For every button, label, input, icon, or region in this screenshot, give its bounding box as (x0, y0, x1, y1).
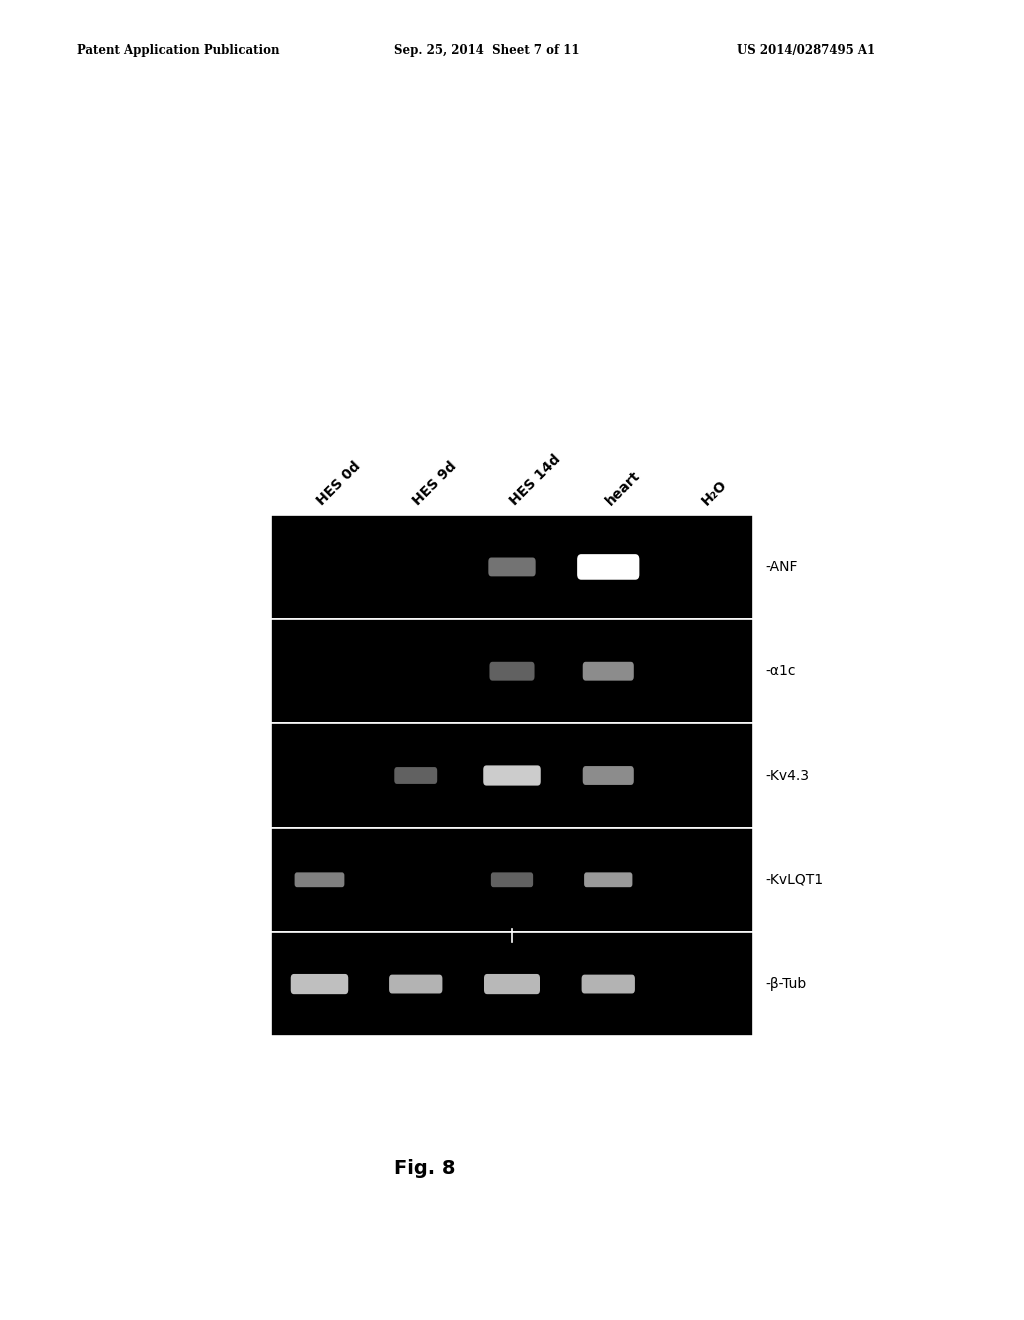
Text: -KvLQT1: -KvLQT1 (765, 873, 823, 887)
Bar (271, 619, 753, 723)
FancyBboxPatch shape (585, 874, 632, 886)
Text: US 2014/0287495 A1: US 2014/0287495 A1 (737, 44, 876, 57)
FancyBboxPatch shape (484, 768, 540, 783)
Bar (271, 932, 753, 1036)
FancyBboxPatch shape (488, 557, 536, 577)
FancyBboxPatch shape (583, 977, 634, 991)
FancyBboxPatch shape (492, 874, 532, 886)
FancyBboxPatch shape (490, 873, 534, 887)
FancyBboxPatch shape (394, 767, 437, 784)
Bar (271, 828, 753, 932)
Bar (271, 515, 753, 619)
FancyBboxPatch shape (390, 977, 441, 991)
FancyBboxPatch shape (295, 873, 344, 887)
FancyBboxPatch shape (584, 664, 633, 678)
Text: H₂O: H₂O (699, 478, 730, 508)
FancyBboxPatch shape (485, 977, 539, 991)
FancyBboxPatch shape (584, 873, 633, 887)
Text: HES 14d: HES 14d (507, 451, 563, 508)
FancyBboxPatch shape (296, 874, 343, 886)
FancyBboxPatch shape (490, 664, 534, 678)
Text: heart: heart (603, 469, 643, 508)
FancyBboxPatch shape (584, 768, 633, 783)
Bar (271, 723, 753, 828)
Text: -α1c: -α1c (765, 664, 796, 678)
FancyBboxPatch shape (291, 974, 348, 994)
Text: Fig. 8: Fig. 8 (394, 1159, 456, 1177)
Text: -ANF: -ANF (765, 560, 798, 574)
FancyBboxPatch shape (292, 977, 347, 991)
FancyBboxPatch shape (583, 661, 634, 681)
FancyBboxPatch shape (582, 974, 635, 994)
FancyBboxPatch shape (489, 560, 535, 574)
FancyBboxPatch shape (389, 974, 442, 994)
FancyBboxPatch shape (483, 766, 541, 785)
Text: Sep. 25, 2014  Sheet 7 of 11: Sep. 25, 2014 Sheet 7 of 11 (394, 44, 580, 57)
Text: HES 9d: HES 9d (411, 459, 460, 508)
FancyBboxPatch shape (395, 770, 436, 781)
Text: HES 0d: HES 0d (314, 459, 364, 508)
FancyBboxPatch shape (579, 557, 638, 577)
Text: -Kv4.3: -Kv4.3 (765, 768, 809, 783)
Text: Patent Application Publication: Patent Application Publication (77, 44, 280, 57)
FancyBboxPatch shape (578, 554, 639, 579)
Text: -β-Tub: -β-Tub (765, 977, 806, 991)
FancyBboxPatch shape (484, 974, 540, 994)
FancyBboxPatch shape (489, 661, 535, 681)
FancyBboxPatch shape (583, 766, 634, 785)
